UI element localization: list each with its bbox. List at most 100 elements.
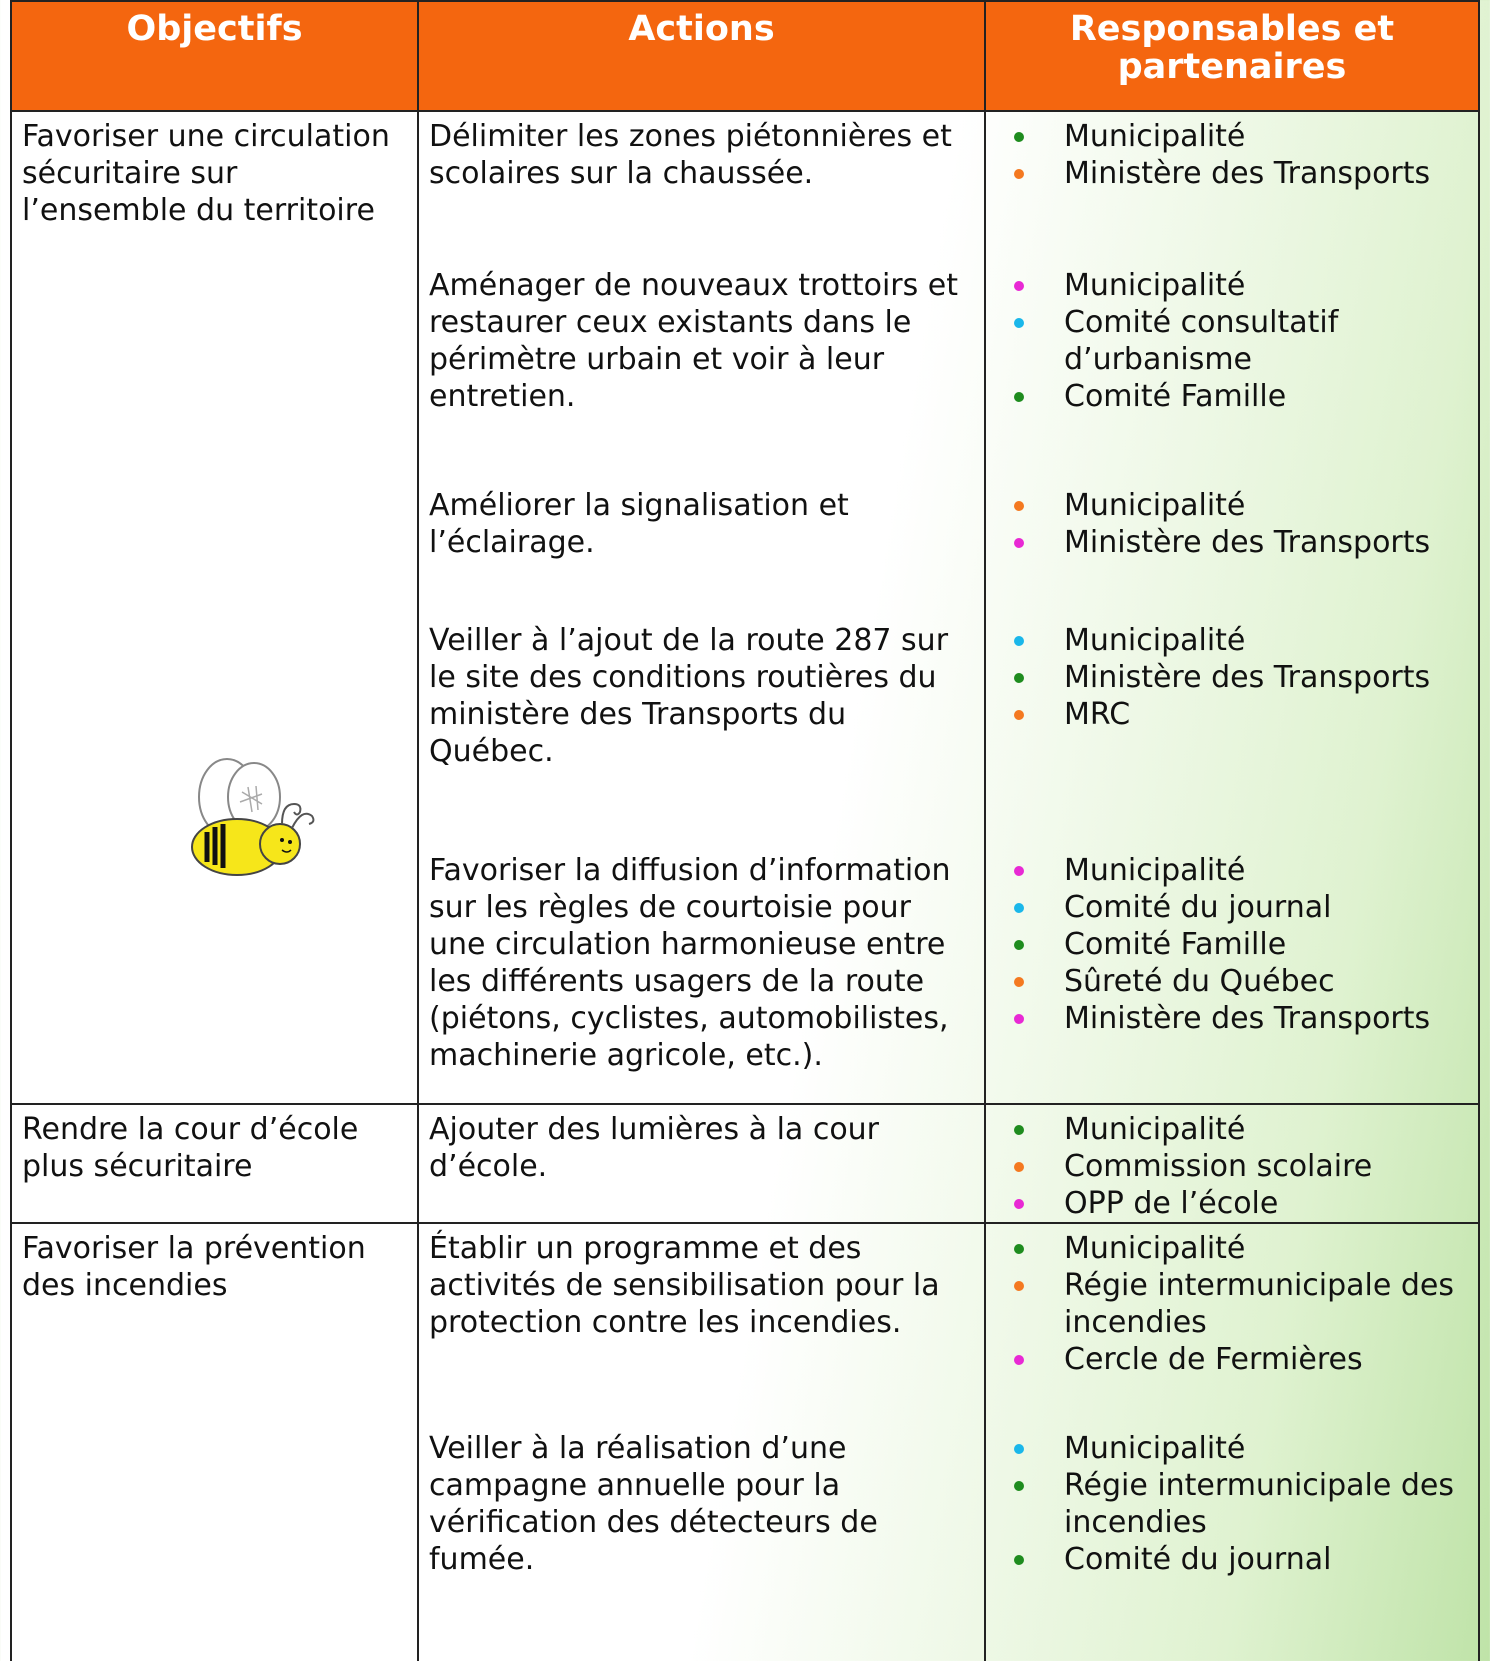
partner-name: Municipalité: [1064, 1431, 1246, 1466]
partners-cell: Municipalité Ministère des Transports MRC: [984, 616, 1480, 846]
partner: Comité du journal: [1014, 889, 1468, 926]
bullet: [1014, 501, 1024, 511]
partner-list: Municipalité Ministère des Transports: [996, 487, 1468, 561]
partner-name: Cercle de Fermières: [1064, 1342, 1363, 1377]
objective: Rendre la cour d’école plus sécuritaire: [22, 1112, 359, 1184]
partner-list: Municipalité Ministère des Transports MRC: [996, 622, 1468, 733]
bullet: [1014, 318, 1024, 328]
partner-name: Comité du journal: [1064, 1542, 1332, 1577]
action: Veiller à la réalisation d’une campagne …: [429, 1431, 878, 1577]
action: Ajouter des lumières à la cour d’école.: [429, 1112, 880, 1184]
partner-name: Ministère des Transports: [1064, 660, 1431, 695]
partner-list: Municipalité Régie intermunicipale des in…: [996, 1230, 1468, 1378]
bullet: [1014, 1444, 1024, 1454]
header-row: Objectifs Actions Responsables et parten…: [10, 0, 1480, 112]
partners-cell: Municipalité Régie intermunicipale des in…: [984, 1222, 1480, 1424]
partner: Comité Famille: [1014, 378, 1468, 415]
action: Délimiter les zones piétonnières et scol…: [429, 119, 952, 191]
bullet: [1014, 1162, 1024, 1172]
partner-name: Municipalité: [1064, 488, 1246, 523]
table-row: Rendre la cour d’école plus sécuritaire A…: [10, 1103, 1480, 1224]
objective-cell: Favoriser la prévention des incendies: [10, 1222, 419, 1661]
partner-name: Régie intermunicipale des incendies: [1064, 1468, 1454, 1540]
partner-name: Comité consultatif d’urbanisme: [1064, 305, 1339, 377]
partner: Ministère des Transports: [1014, 524, 1468, 561]
partners-cell: Municipalité Comité du journal Comité Fami…: [984, 846, 1480, 1105]
partner: OPP de l’école: [1014, 1185, 1468, 1222]
bullet: [1014, 1355, 1024, 1365]
partner: Municipalité: [1014, 1111, 1468, 1148]
bullet: [1014, 1555, 1024, 1565]
objective-cell: Rendre la cour d’école plus sécuritaire: [10, 1103, 419, 1224]
partner: Municipalité: [1014, 852, 1468, 889]
bullet: [1014, 977, 1024, 987]
partner-name: Municipalité: [1064, 623, 1246, 658]
action-cell: Ajouter des lumières à la cour d’école.: [417, 1103, 986, 1224]
table-row: Favoriser une circulation sécuritaire su…: [10, 110, 1480, 1105]
partner: Municipalité: [1014, 487, 1468, 524]
partner: Comité consultatif d’urbanisme: [1014, 304, 1468, 378]
bullet: [1014, 940, 1024, 950]
bullet: [1014, 132, 1024, 142]
action: Améliorer la signalisation et l’éclairag…: [429, 488, 849, 560]
partner: Comité Famille: [1014, 926, 1468, 963]
partner: Municipalité: [1014, 118, 1468, 155]
table-row: Améliorer la signalisation et l’éclairag…: [11, 481, 1480, 616]
action-cell: Veiller à la réalisation d’une campagne …: [417, 1424, 986, 1661]
partner: Sûreté du Québec: [1014, 963, 1468, 1000]
bullet: [1014, 1244, 1024, 1254]
table-row: Favoriser la diffusion d’information sur…: [11, 846, 1480, 1105]
partner: Comité du journal: [1014, 1541, 1468, 1578]
plan-table: Objectifs Actions Responsables et parten…: [10, 0, 1480, 1661]
partner-name: Municipalité: [1064, 853, 1246, 888]
bullet: [1014, 710, 1024, 720]
objective: Favoriser la prévention des incendies: [22, 1231, 366, 1303]
partner: Régie intermunicipale des incendies: [1014, 1267, 1468, 1341]
partners-cell: Municipalité Ministère des Transports: [984, 481, 1480, 616]
partners-cell: Municipalité Commission scolaire OPP de l’…: [984, 1103, 1480, 1224]
action-cell: Délimiter les zones piétonnières et scol…: [417, 110, 986, 261]
partner-name: Comité Famille: [1064, 379, 1287, 414]
partner-name: Municipalité: [1064, 1231, 1246, 1266]
partner: Ministère des Transports: [1014, 1000, 1468, 1037]
bullet: [1014, 636, 1024, 646]
bullet: [1014, 1481, 1024, 1491]
partner-name: MRC: [1064, 697, 1131, 732]
partner-list: Municipalité Comité du journal Comité Fami…: [996, 852, 1468, 1037]
partner-name: OPP de l’école: [1064, 1186, 1279, 1221]
partner-name: Ministère des Transports: [1064, 525, 1431, 560]
action: Favoriser la diffusion d’information sur…: [429, 853, 951, 1073]
partner: Municipalité: [1014, 267, 1468, 304]
action-cell: Établir un programme et des activités de…: [417, 1222, 986, 1424]
partner: Commission scolaire: [1014, 1148, 1468, 1185]
bullet: [1014, 392, 1024, 402]
table-row: Favoriser la prévention des incendies Éta…: [10, 1222, 1480, 1661]
partner: Municipalité: [1014, 622, 1468, 659]
partner: Régie intermunicipale des incendies: [1014, 1467, 1468, 1541]
partner-list: Municipalité Ministère des Transports: [996, 118, 1468, 192]
action: Établir un programme et des activités de…: [429, 1231, 940, 1340]
column-header: Responsables et partenaires: [984, 0, 1480, 112]
bullet: [1014, 866, 1024, 876]
action-cell: Aménager de nouveaux trottoirs et restau…: [417, 261, 986, 481]
bee-illustration: [191, 758, 315, 876]
table-body: Favoriser une circulation sécuritaire su…: [10, 110, 1480, 1661]
bullet: [1014, 1014, 1024, 1024]
partners-cell: Municipalité Comité consultatif d’urbanis…: [984, 261, 1480, 481]
table-row: Aménager de nouveaux trottoirs et restau…: [11, 261, 1480, 481]
partner-name: Comité du journal: [1064, 890, 1332, 925]
objective: Favoriser une circulation sécuritaire su…: [22, 119, 390, 228]
partner-list: Municipalité Commission scolaire OPP de l’…: [996, 1111, 1468, 1222]
action: Veiller à l’ajout de la route 287 sur le…: [429, 623, 949, 769]
partner-name: Municipalité: [1064, 268, 1246, 303]
bullet: [1014, 169, 1024, 179]
bullet: [1014, 538, 1024, 548]
bullet: [1014, 903, 1024, 913]
partner-name: Sûreté du Québec: [1064, 964, 1335, 999]
partner: MRC: [1014, 696, 1468, 733]
bullet: [1014, 1199, 1024, 1209]
action-cell: Veiller à l’ajout de la route 287 sur le…: [417, 616, 986, 846]
bullet: [1014, 673, 1024, 683]
partners-cell: Municipalité Régie intermunicipale des in…: [984, 1424, 1480, 1661]
